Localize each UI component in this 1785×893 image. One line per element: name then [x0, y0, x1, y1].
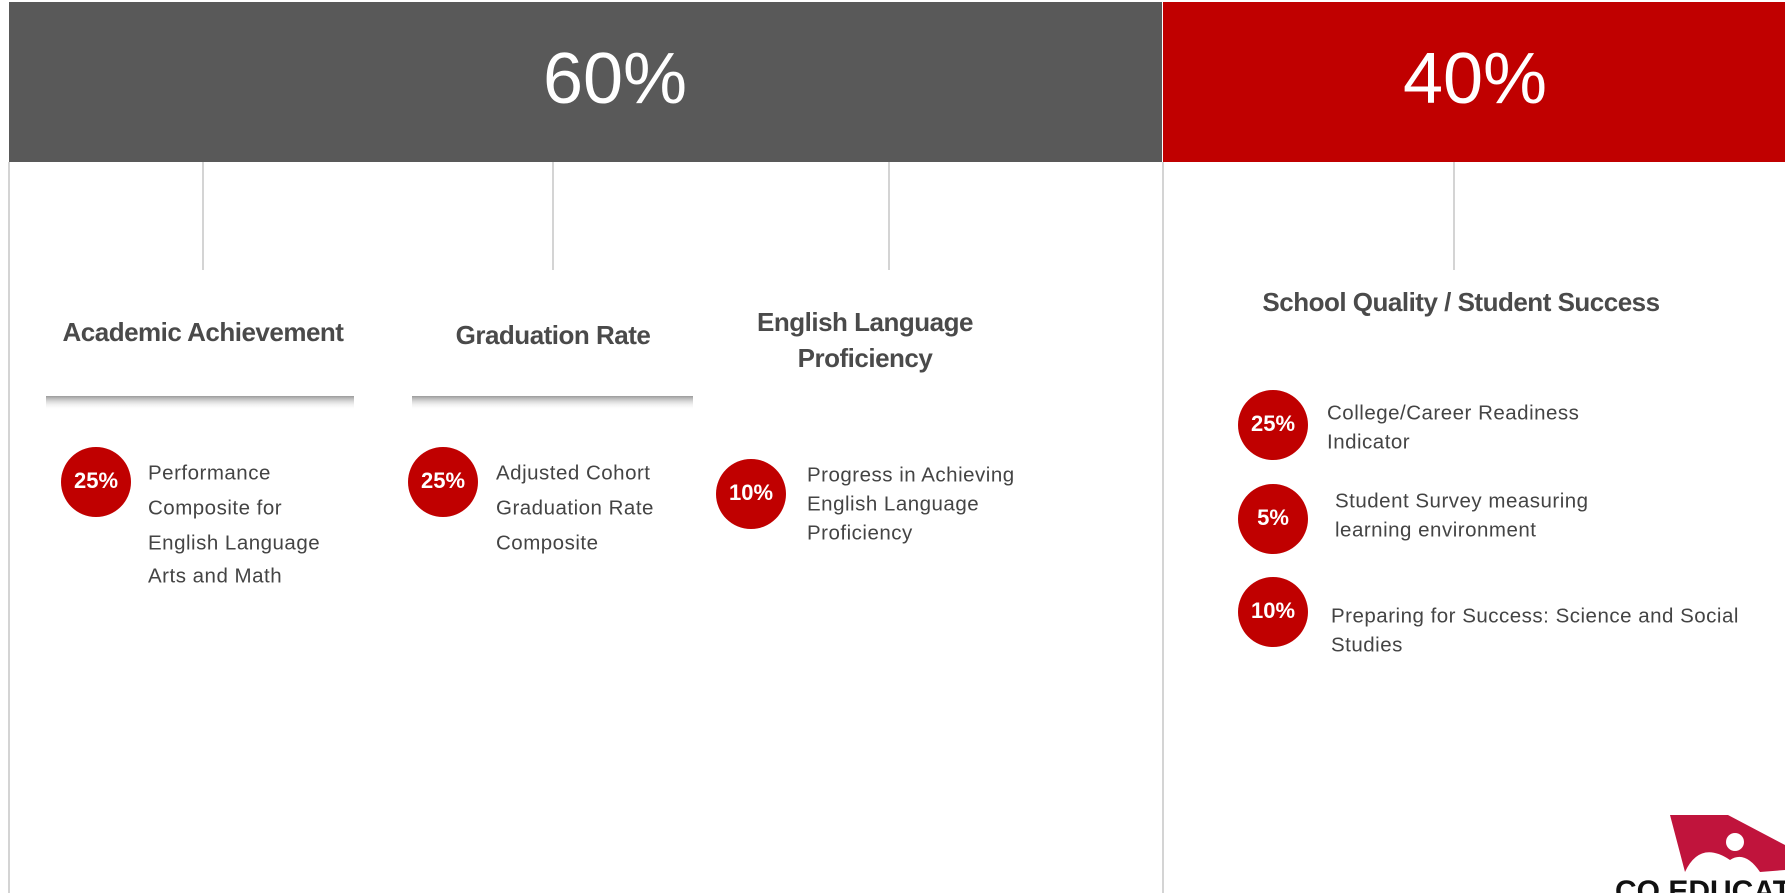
component-title: Academic Achievement: [63, 317, 345, 347]
component-title: School Quality / Student Success: [1262, 287, 1659, 317]
item-description: Preparing for Success: Science and Socia…: [1331, 604, 1739, 627]
badge-percent: 25%: [421, 468, 465, 493]
item-description: Studies: [1331, 633, 1403, 656]
component-title: Proficiency: [798, 343, 934, 373]
item-description: Graduation Rate: [496, 496, 654, 519]
badge-circle: [408, 447, 478, 517]
logo-text: CO EDUCATI: [1615, 875, 1785, 893]
shadow: [46, 396, 693, 410]
item-description: Performance: [148, 461, 271, 484]
item-description: Proficiency: [807, 521, 913, 544]
item-description: English Language: [148, 531, 320, 554]
item-description: English Language: [807, 492, 979, 515]
component-title: Graduation Rate: [456, 320, 651, 350]
component-title: English Language: [757, 307, 973, 337]
item-description: Student Survey measuring: [1335, 489, 1589, 512]
badge-circle: [61, 447, 131, 517]
item-description: Progress in Achieving: [807, 463, 1015, 486]
item-description: Adjusted Cohort: [496, 461, 651, 484]
badge-percent: 25%: [74, 468, 118, 493]
badge-percent: 10%: [1251, 598, 1295, 623]
item-description: Arts and Math: [148, 564, 282, 587]
header-gray: [9, 2, 1162, 162]
badge-percent: 25%: [1251, 411, 1295, 436]
badge-percent: 5%: [1257, 505, 1289, 530]
logo: [1670, 815, 1785, 872]
header-red: [1163, 2, 1785, 162]
item-description: learning environment: [1335, 518, 1536, 541]
section-percent: 40%: [1403, 39, 1547, 119]
badge-circle: [716, 459, 786, 529]
badge-circle: [1238, 484, 1308, 554]
item-description: College/Career Readiness: [1327, 401, 1579, 424]
badge-circle: [1238, 390, 1308, 460]
section-percent: 60%: [543, 39, 687, 119]
item-description: Indicator: [1327, 430, 1410, 453]
item-description: Composite: [496, 531, 599, 554]
item-description: Composite for: [148, 496, 282, 519]
badge-circle: [1238, 577, 1308, 647]
badge-percent: 10%: [729, 480, 773, 505]
